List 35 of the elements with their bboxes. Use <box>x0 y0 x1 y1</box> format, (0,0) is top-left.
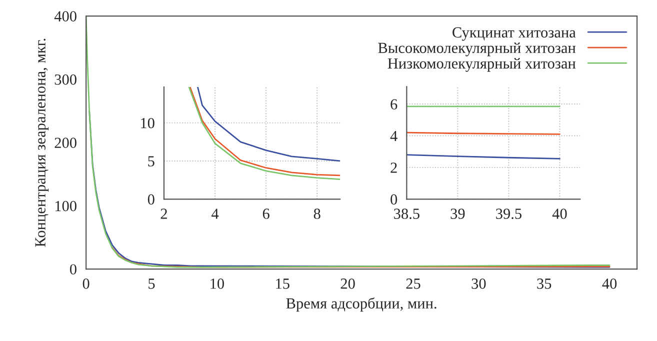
x-tick-label: 30 <box>472 278 486 289</box>
x-tick-label: 2 <box>160 208 167 219</box>
y-tick-label: 100 <box>55 200 76 212</box>
x-tick-label: 39.5 <box>496 208 522 219</box>
x-tick-label: 25 <box>406 278 420 289</box>
legend-label: Высокомолекулярный хитозан <box>378 42 576 56</box>
x-tick-label: 15 <box>276 278 290 289</box>
y-tick-label: 10 <box>141 118 154 128</box>
x-axis-title: Время адсорбции, мин. <box>286 297 436 312</box>
y-tick-label: 5 <box>148 156 154 166</box>
x-tick-label: 10 <box>210 278 224 289</box>
x-tick-label: 38.5 <box>394 208 420 219</box>
y-tick-label: 400 <box>54 11 76 22</box>
x-tick-label: 8 <box>314 208 320 219</box>
y-tick-label: 0 <box>148 194 154 205</box>
x-tick-label: 4 <box>212 208 219 219</box>
line-series <box>196 86 340 162</box>
x-tick-label: 40 <box>552 208 567 219</box>
y-tick-label: 2 <box>390 162 397 173</box>
x-tick-label: 35 <box>537 278 552 289</box>
y-tick-label: 4 <box>390 130 398 142</box>
y-axis-title: Концентрация зеараленона, мкг. <box>35 38 49 247</box>
legend-label: Сукцинат хитозана <box>452 27 576 41</box>
line-series <box>86 16 610 268</box>
y-tick-label: 200 <box>54 138 76 148</box>
y-tick-label: 300 <box>54 74 76 85</box>
y-tick-label: 6 <box>390 99 398 110</box>
x-tick-label: 39 <box>450 208 465 219</box>
y-tick-label: 0 <box>70 264 76 274</box>
x-tick-label: 40 <box>602 278 617 289</box>
y-tick-label: 0 <box>390 194 398 205</box>
x-tick-label: 20 <box>340 278 355 289</box>
legend-label: Низкомолекулярный хитозан <box>388 58 576 72</box>
x-tick-label: 0 <box>82 278 90 289</box>
x-tick-label: 6 <box>262 208 270 219</box>
